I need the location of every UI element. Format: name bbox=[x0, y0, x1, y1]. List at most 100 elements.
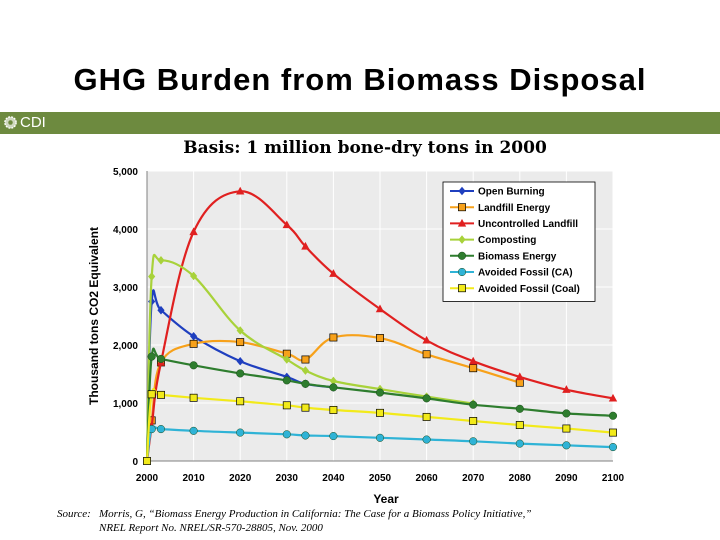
data-point bbox=[189, 361, 198, 370]
data-point bbox=[469, 400, 478, 409]
data-point bbox=[608, 393, 618, 402]
data-point bbox=[189, 393, 198, 402]
legend-entry: Avoided Fossil (Coal) bbox=[478, 284, 580, 295]
data-point bbox=[301, 431, 310, 440]
data-point bbox=[329, 333, 338, 342]
data-point bbox=[157, 305, 165, 315]
legend-marker bbox=[458, 203, 466, 212]
legend-box bbox=[442, 181, 596, 302]
data-point bbox=[376, 334, 384, 342]
source-label: Source: bbox=[57, 508, 91, 520]
data-point bbox=[301, 366, 310, 375]
data-point bbox=[608, 411, 618, 420]
data-point bbox=[329, 269, 338, 277]
legend-marker bbox=[457, 218, 467, 227]
x-tick-label: 2070 bbox=[462, 473, 485, 484]
source-note: Source: Morris, G, “Biomass Energy Produc… bbox=[57, 507, 531, 535]
data-point bbox=[329, 406, 338, 414]
data-point bbox=[157, 256, 165, 265]
data-point bbox=[236, 428, 245, 437]
data-point bbox=[147, 390, 156, 399]
data-point bbox=[375, 304, 385, 313]
y-tick-label: 2,000 bbox=[113, 341, 138, 352]
legend-marker bbox=[458, 235, 466, 244]
legend-entry: Open Burning bbox=[478, 187, 545, 198]
x-tick-label: 2010 bbox=[182, 473, 205, 484]
x-tick-label: 2040 bbox=[322, 473, 345, 484]
y-tick-label: 0 bbox=[132, 457, 138, 468]
data-point bbox=[236, 356, 244, 366]
data-point bbox=[157, 390, 165, 399]
legend-marker bbox=[457, 251, 467, 260]
data-point bbox=[609, 428, 617, 437]
data-point bbox=[422, 394, 431, 403]
y-tick-label: 3,000 bbox=[113, 283, 138, 294]
gear-icon bbox=[4, 116, 17, 129]
x-tick-label: 2030 bbox=[276, 473, 299, 484]
logo-text: CDI bbox=[20, 114, 46, 131]
x-tick-label: 2060 bbox=[415, 473, 438, 484]
data-point bbox=[282, 220, 291, 229]
legend-marker bbox=[457, 267, 467, 277]
data-point bbox=[301, 379, 310, 388]
x-tick-label: 2090 bbox=[555, 473, 578, 484]
data-point bbox=[156, 425, 166, 434]
data-point bbox=[469, 364, 478, 373]
data-point bbox=[282, 376, 291, 385]
x-tick-label: 2050 bbox=[369, 473, 392, 484]
brand-band: CDI bbox=[0, 112, 720, 134]
data-point bbox=[236, 186, 245, 195]
data-point bbox=[282, 430, 291, 439]
data-point bbox=[422, 435, 431, 444]
data-point bbox=[301, 355, 310, 364]
data-point bbox=[376, 408, 384, 417]
x-tick-label: 2100 bbox=[602, 473, 625, 484]
x-axis-label: Year bbox=[373, 492, 399, 506]
data-point bbox=[329, 376, 337, 386]
legend-entry: Biomass Energy bbox=[478, 251, 557, 262]
x-tick-label: 2020 bbox=[229, 473, 252, 484]
slide-title: GHG Burden from Biomass Disposal bbox=[73, 62, 647, 97]
data-point bbox=[562, 385, 571, 393]
data-point bbox=[562, 441, 571, 450]
chart-subtitle: Basis: 1 million bone-dry tons in 2000 bbox=[183, 138, 547, 158]
y-tick-label: 1,000 bbox=[113, 399, 138, 410]
data-point bbox=[515, 421, 524, 429]
series-line bbox=[145, 253, 474, 462]
data-point bbox=[282, 401, 291, 410]
data-point bbox=[236, 369, 245, 378]
data-point bbox=[301, 403, 310, 412]
legend-entry: Avoided Fossil (CA) bbox=[478, 268, 573, 279]
data-point bbox=[190, 332, 198, 341]
data-point bbox=[515, 372, 524, 381]
data-point bbox=[236, 326, 244, 335]
data-point bbox=[515, 439, 524, 448]
data-point bbox=[375, 388, 385, 397]
data-point bbox=[562, 409, 571, 418]
data-point bbox=[189, 227, 198, 236]
data-point bbox=[422, 350, 431, 359]
data-point bbox=[236, 338, 245, 347]
data-point bbox=[143, 457, 151, 465]
data-point bbox=[469, 356, 478, 365]
data-point bbox=[148, 272, 156, 281]
legend-entry: Composting bbox=[478, 235, 536, 246]
data-point bbox=[422, 412, 431, 421]
data-point bbox=[562, 424, 571, 433]
data-point bbox=[515, 378, 524, 387]
data-point bbox=[156, 354, 166, 363]
y-axis-label: Thousand tons CO2 Equivalent bbox=[87, 227, 101, 405]
x-tick-label: 2080 bbox=[509, 473, 532, 484]
data-point bbox=[329, 432, 338, 441]
data-point bbox=[283, 355, 291, 364]
data-point bbox=[422, 335, 431, 344]
data-point bbox=[189, 426, 198, 435]
data-point bbox=[190, 271, 198, 281]
data-point bbox=[189, 339, 198, 348]
legend-entry: Landfill Energy bbox=[478, 203, 551, 214]
data-point bbox=[236, 397, 245, 406]
data-point bbox=[147, 352, 156, 361]
source-line-1: Morris, G, “Biomass Energy Production in… bbox=[99, 508, 532, 520]
legend-entry: Uncontrolled Landfill bbox=[478, 219, 578, 230]
legend-marker bbox=[458, 186, 466, 196]
